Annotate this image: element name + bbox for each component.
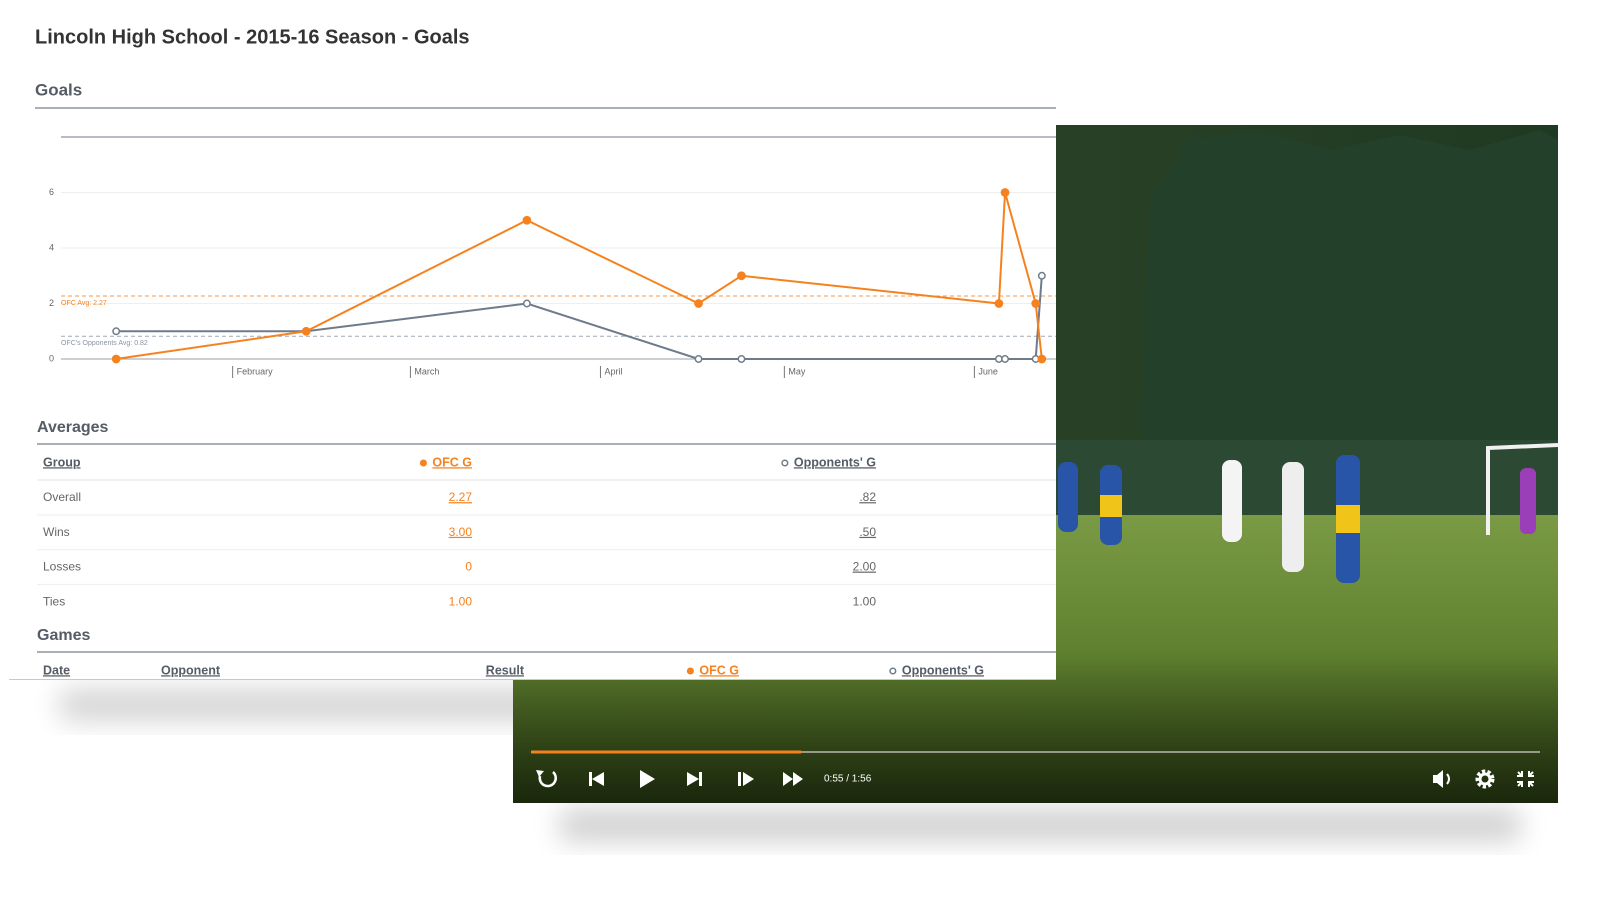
players bbox=[1058, 455, 1536, 583]
section-title: Games bbox=[37, 627, 90, 644]
video-shadow bbox=[560, 810, 1520, 840]
row-label: Ties bbox=[43, 594, 65, 608]
x-tick-label: June bbox=[978, 366, 998, 376]
table-cell[interactable]: .50 bbox=[859, 525, 876, 539]
data-point[interactable] bbox=[522, 299, 531, 308]
data-point[interactable] bbox=[694, 355, 703, 363]
column-header[interactable]: Date bbox=[43, 663, 70, 677]
data-point[interactable] bbox=[1031, 299, 1041, 308]
previous-button[interactable] bbox=[589, 772, 604, 786]
data-point[interactable] bbox=[522, 215, 532, 225]
row-label: Losses bbox=[43, 560, 81, 574]
table-cell[interactable]: 2.00 bbox=[853, 560, 877, 574]
stats-panel bbox=[9, 0, 1056, 680]
section-title: Goals bbox=[35, 80, 82, 99]
replay-button[interactable] bbox=[536, 770, 557, 788]
row-label: Wins bbox=[43, 525, 70, 539]
row-label: Overall bbox=[43, 490, 81, 504]
goals-chart: 0 2 4 6 February March April May June OFC Avg: 2.… bbox=[49, 136, 1056, 378]
data-point[interactable] bbox=[737, 271, 746, 281]
table-cell[interactable]: 2.27 bbox=[449, 490, 473, 504]
averages-table: Group OFC G Opponents' G Overall 2.27 .82 Wins… bbox=[37, 455, 1056, 608]
tree-line bbox=[1140, 130, 1558, 470]
average-label: OFC Avg: 2.27 bbox=[61, 300, 107, 307]
y-tick-label: 0 bbox=[49, 353, 54, 363]
exit-fullscreen-button[interactable] bbox=[1517, 771, 1534, 787]
x-tick-label: May bbox=[788, 366, 806, 376]
legend-marker bbox=[781, 459, 789, 467]
x-tick-label: March bbox=[414, 366, 439, 376]
column-header[interactable]: Result bbox=[486, 663, 525, 677]
column-header[interactable]: Group bbox=[43, 455, 81, 469]
fast-forward-button[interactable] bbox=[783, 772, 803, 786]
games-table: Date Opponent Result OFC G Opponents' G bbox=[43, 663, 984, 677]
table-cell[interactable]: .82 bbox=[859, 490, 876, 504]
legend-marker bbox=[419, 459, 427, 467]
section-title: Averages bbox=[37, 419, 109, 436]
data-point[interactable] bbox=[301, 326, 311, 336]
data-point[interactable] bbox=[1037, 354, 1047, 364]
column-header[interactable]: OFC G bbox=[432, 455, 472, 469]
data-point[interactable] bbox=[694, 299, 703, 308]
y-tick-label: 6 bbox=[49, 187, 54, 197]
legend-marker bbox=[686, 667, 694, 675]
average-label: OFC's Opponents Avg: 0.82 bbox=[61, 340, 148, 347]
table-cell: 0 bbox=[465, 560, 472, 574]
column-header[interactable]: OFC G bbox=[699, 663, 739, 677]
data-point[interactable] bbox=[1001, 355, 1009, 363]
table-cell: 1.00 bbox=[853, 594, 877, 608]
x-tick-label: April bbox=[604, 366, 622, 376]
table-cell: 1.00 bbox=[449, 594, 473, 608]
next-button[interactable] bbox=[687, 772, 702, 786]
column-header[interactable]: Opponents' G bbox=[902, 663, 984, 677]
data-point[interactable] bbox=[1000, 188, 1010, 197]
time-display: 0:55 / 1:56 bbox=[824, 774, 872, 785]
volume-button[interactable] bbox=[1433, 770, 1450, 788]
column-header[interactable]: Opponents' G bbox=[794, 455, 876, 469]
data-point[interactable] bbox=[994, 299, 1004, 308]
data-point[interactable] bbox=[111, 354, 121, 364]
y-tick-label: 4 bbox=[49, 242, 54, 252]
table-cell[interactable]: 3.00 bbox=[449, 525, 473, 539]
settings-button[interactable] bbox=[1475, 769, 1495, 789]
column-header[interactable]: Opponent bbox=[161, 663, 221, 677]
data-point[interactable] bbox=[1037, 271, 1046, 280]
y-tick-label: 2 bbox=[49, 298, 54, 308]
data-point[interactable] bbox=[737, 355, 746, 363]
data-point[interactable] bbox=[112, 327, 121, 336]
page-title: Lincoln High School - 2015-16 Season - G… bbox=[35, 26, 470, 48]
play-button[interactable] bbox=[640, 770, 655, 788]
legend-marker bbox=[889, 667, 897, 675]
step-button[interactable] bbox=[738, 772, 754, 786]
goal-frame bbox=[1486, 443, 1558, 535]
x-tick-label: February bbox=[237, 366, 274, 376]
